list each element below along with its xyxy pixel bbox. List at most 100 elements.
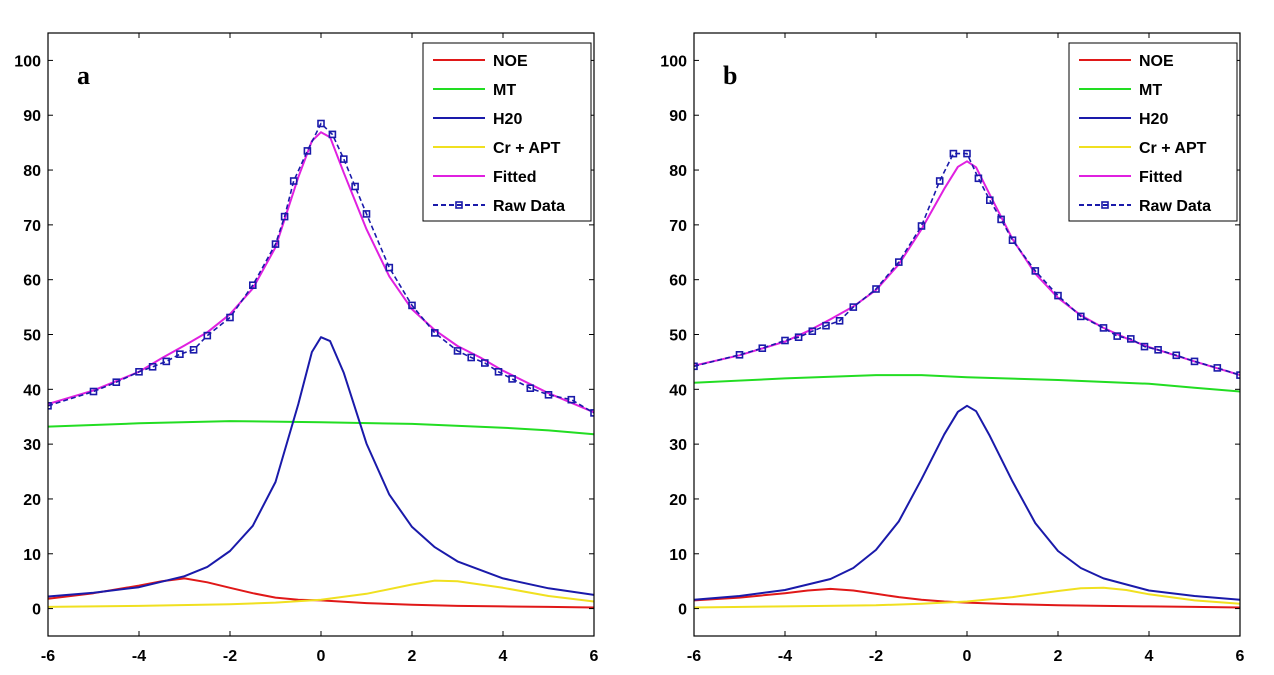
x-tick-label: 0 — [317, 648, 326, 665]
data-point-marker — [408, 301, 416, 310]
data-point-marker — [794, 333, 803, 342]
data-point-marker — [808, 327, 817, 336]
data-point-marker — [894, 258, 903, 266]
series-line-raw-data — [694, 152, 1240, 376]
data-point-marker — [1154, 345, 1162, 354]
data-point-marker — [949, 149, 958, 158]
legend-marker — [455, 201, 463, 209]
legend-label: NOE — [1139, 53, 1174, 70]
y-tick-label: 90 — [23, 108, 41, 125]
data-point-marker — [48, 401, 52, 410]
y-tick-label: 60 — [23, 273, 41, 290]
legend-label: Raw Data — [1139, 198, 1211, 215]
y-tick-label: 20 — [669, 492, 687, 509]
data-point-marker — [494, 367, 503, 376]
data-point-marker — [567, 395, 576, 404]
data-point-marker — [1190, 357, 1199, 366]
series-line-fitted — [48, 131, 594, 414]
data-point-marker — [453, 347, 462, 355]
legend-box — [422, 42, 592, 222]
data-point-marker — [694, 362, 698, 371]
data-point-marker — [176, 350, 184, 359]
data-point-marker — [328, 130, 337, 139]
data-point-marker — [963, 149, 971, 158]
data-point-marker — [135, 367, 143, 376]
data-point-marker — [112, 378, 121, 387]
legend-box — [1068, 42, 1238, 222]
legend-label: Fitted — [1139, 169, 1183, 186]
y-tick-label: 90 — [669, 108, 687, 125]
y-tick-label: 100 — [660, 53, 687, 70]
series-line-cr-apt — [48, 579, 594, 608]
data-point-marker — [974, 174, 983, 183]
data-point-marker — [303, 147, 312, 155]
y-tick-label: 0 — [678, 602, 687, 619]
data-point-marker — [1236, 371, 1240, 379]
data-point-marker — [162, 357, 171, 366]
legend-label: MT — [1139, 82, 1162, 99]
series-line-noe — [694, 587, 1240, 609]
y-tick-label: 70 — [669, 218, 687, 235]
legend-label: Cr + APT — [1139, 140, 1207, 157]
legend-label: H20 — [1139, 111, 1168, 128]
data-point-marker — [758, 344, 767, 353]
y-tick-label: 40 — [669, 382, 687, 399]
data-point-marker — [849, 303, 858, 311]
x-tick-label: -6 — [41, 648, 55, 665]
data-point-marker — [1031, 267, 1040, 275]
series-group — [694, 149, 1240, 609]
y-tick-label: 50 — [23, 328, 41, 345]
y-tick-label: 10 — [669, 547, 687, 564]
panel-label: a — [77, 61, 90, 90]
legend-label: Fitted — [493, 169, 537, 186]
x-tick-label: -4 — [132, 648, 146, 665]
data-point-marker — [385, 263, 394, 272]
data-point-marker — [226, 313, 234, 322]
chart-panel-b: 0 10 20 30 40 50 60 70 80 90 100 -6 -4 -2 0 2 4 6 b NOE MT H2… — [660, 32, 1245, 665]
data-point-marker — [362, 210, 371, 218]
y-tick-label: 0 — [32, 602, 41, 619]
data-point-marker — [917, 222, 926, 230]
y-tick-label: 50 — [669, 328, 687, 345]
data-point-marker — [508, 375, 516, 383]
data-point-marker — [480, 359, 489, 367]
data-point-marker — [835, 316, 844, 325]
data-point-marker — [148, 362, 157, 371]
y-tick-label: 20 — [23, 492, 41, 509]
data-point-marker — [544, 390, 553, 399]
y-tick-label: 80 — [23, 163, 41, 180]
data-point-marker — [1077, 312, 1085, 321]
series-line-noe — [48, 577, 594, 609]
y-tick-label: 80 — [669, 163, 687, 180]
legend: NOE MT H20 Cr + APT Fitted Raw Data — [1068, 42, 1238, 222]
x-tick-label: -4 — [778, 648, 792, 665]
data-point-marker — [1127, 335, 1135, 343]
data-point-marker — [203, 331, 212, 340]
data-point-marker — [735, 350, 744, 359]
data-point-marker — [1054, 291, 1062, 300]
x-tick-label: 0 — [963, 648, 972, 665]
y-tick-label: 60 — [669, 273, 687, 290]
x-tick-label: 4 — [1145, 648, 1154, 665]
y-tick-label: 10 — [23, 547, 41, 564]
series-group — [48, 119, 594, 609]
data-point-marker — [781, 336, 789, 345]
chart-panel-a: 0 10 20 30 40 50 60 70 80 90 100 -6 -4 -2 0 2 4 6 a NOE MT H2… — [14, 32, 599, 665]
series-line-cr-apt — [694, 586, 1240, 609]
series-line-mt — [694, 374, 1240, 393]
data-point-marker — [872, 285, 880, 293]
series-line-h20 — [694, 404, 1240, 601]
legend-label: Cr + APT — [493, 140, 561, 157]
x-tick-label: -6 — [687, 648, 701, 665]
data-point-marker — [430, 329, 439, 337]
legend-label: H20 — [493, 111, 522, 128]
legend-label: Raw Data — [493, 198, 565, 215]
data-point-marker — [89, 387, 98, 396]
legend-label: NOE — [493, 53, 528, 70]
y-tick-label: 100 — [14, 53, 41, 70]
data-point-marker — [351, 182, 359, 191]
data-point-marker — [249, 281, 257, 290]
data-point-marker — [997, 215, 1005, 224]
